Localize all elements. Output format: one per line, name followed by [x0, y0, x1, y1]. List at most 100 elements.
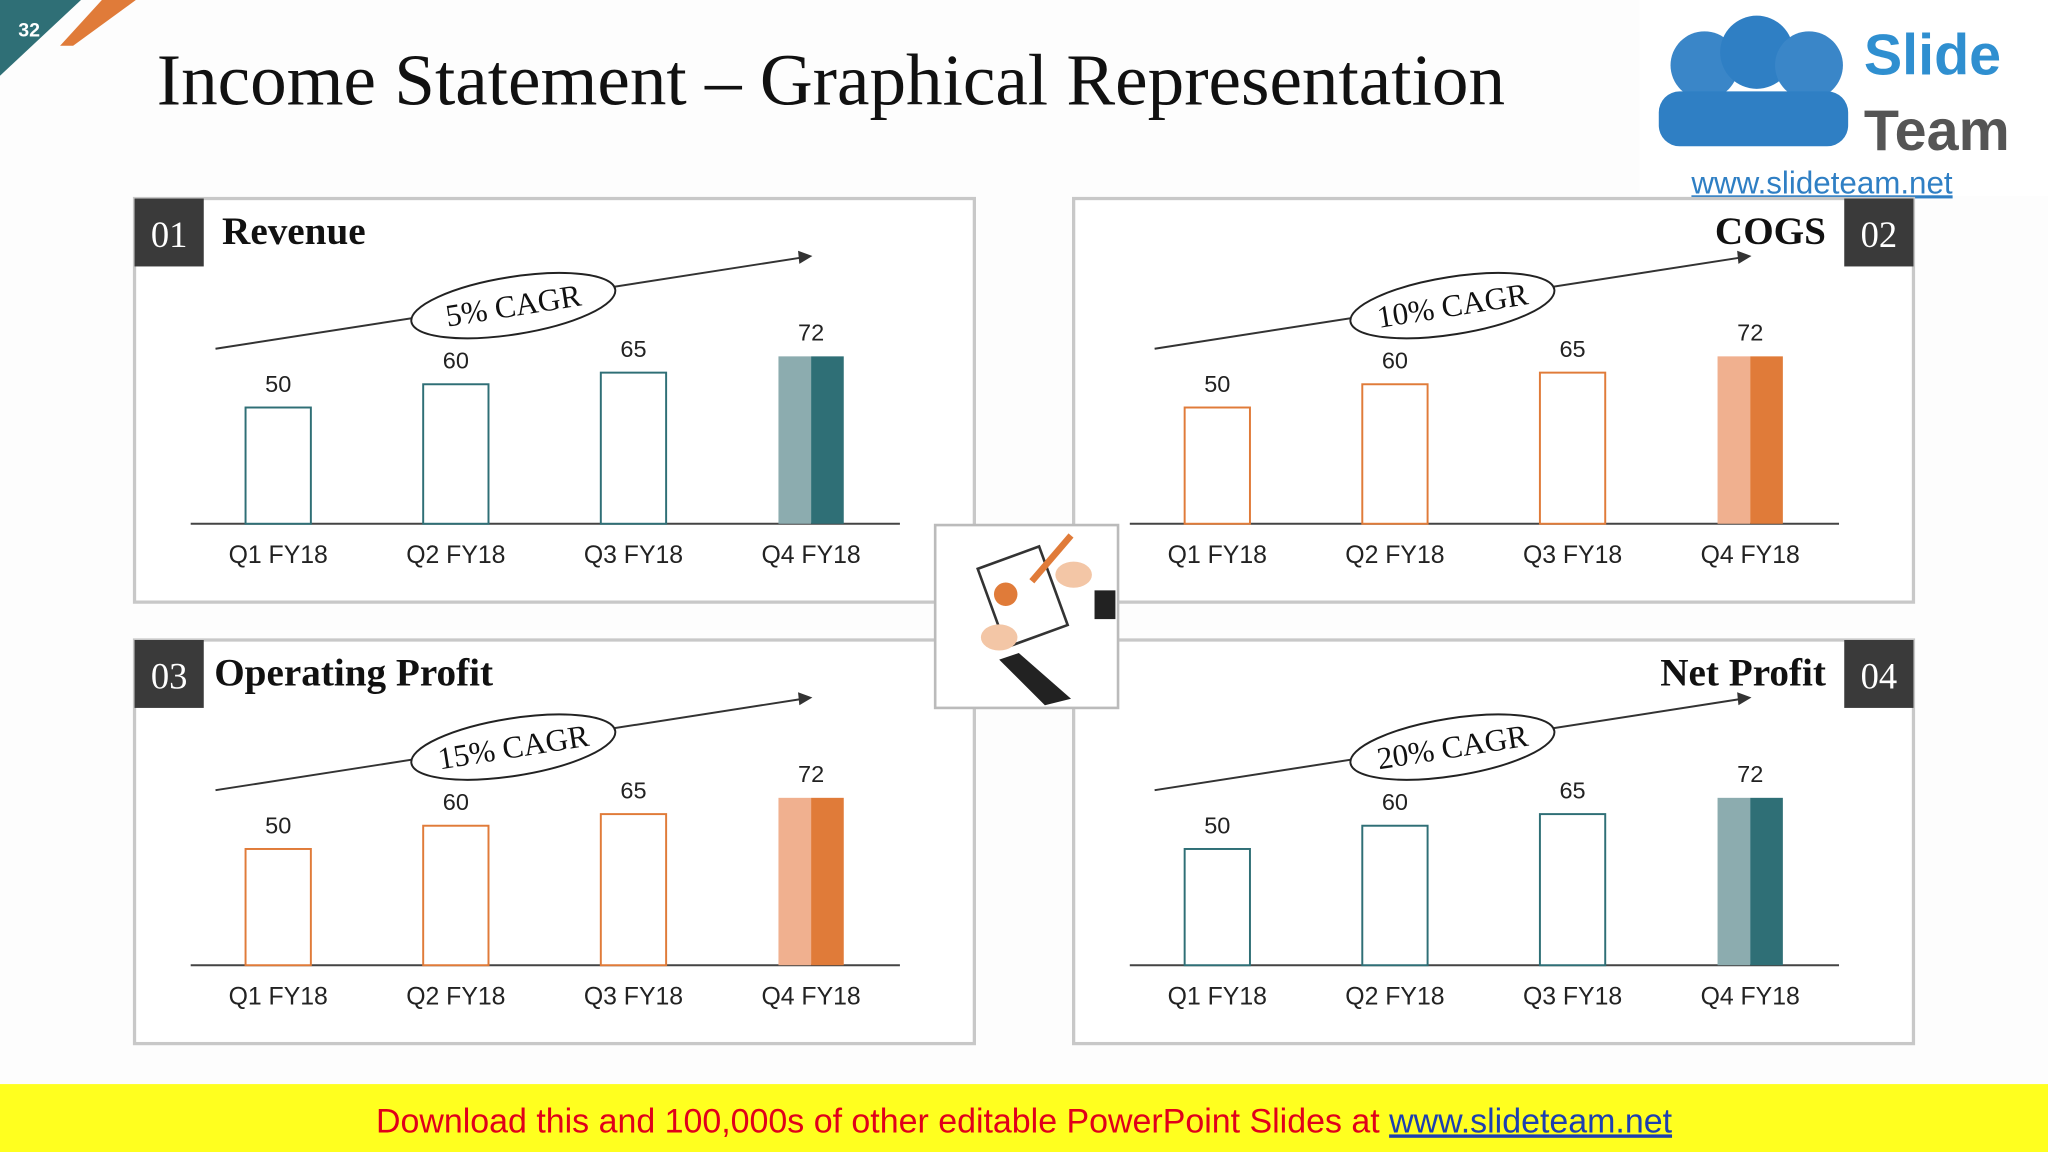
value-label: 72	[798, 320, 824, 346]
bar	[599, 371, 668, 525]
x-tick-label: Q3 FY18	[1523, 983, 1622, 1010]
banner	[0, 1084, 2048, 1152]
bar	[1538, 371, 1607, 525]
panel-number: 02	[1861, 214, 1898, 255]
panel-number: 01	[151, 214, 188, 255]
arrow-head	[1737, 250, 1752, 264]
icon-sleeve	[999, 653, 1072, 706]
icon-hand	[1055, 561, 1092, 588]
x-tick-label: Q4 FY18	[761, 542, 860, 569]
logo-word: Slide	[1864, 23, 2001, 87]
value-label: 50	[1204, 812, 1230, 838]
value-label: 65	[620, 336, 646, 362]
arrow-head	[1737, 692, 1752, 706]
value-label: 60	[1382, 348, 1408, 374]
x-tick-label: Q3 FY18	[1523, 542, 1622, 569]
panel-title: COGS	[1715, 210, 1826, 253]
bar	[1538, 813, 1607, 967]
value-label: 50	[1204, 371, 1230, 397]
bar-dark-half	[811, 797, 844, 966]
logo-url: www.slideteam.net	[1690, 165, 1952, 200]
logo: Slide Team www.slideteam.net	[1639, 0, 2048, 200]
number-badge	[1844, 640, 1914, 708]
value-label: 50	[265, 371, 291, 397]
bar	[422, 824, 490, 967]
bar-dark-half	[1750, 356, 1783, 524]
icon-notepad	[976, 544, 1070, 650]
bar	[1717, 356, 1783, 524]
x-tick-label: Q4 FY18	[1701, 542, 1800, 569]
panel-title: Revenue	[222, 210, 366, 253]
value-label: 72	[798, 761, 824, 787]
bar-light-half	[1717, 797, 1751, 966]
value-label: 60	[1382, 789, 1408, 815]
value-label: 72	[1737, 320, 1763, 346]
number-badge	[134, 198, 204, 267]
logo-word: Team	[1864, 99, 2010, 163]
bar-light-half	[1717, 356, 1751, 524]
bar	[244, 848, 312, 967]
annotation-oval	[410, 272, 617, 340]
x-tick-label: Q2 FY18	[1345, 542, 1444, 569]
x-tick-label: Q3 FY18	[584, 983, 683, 1010]
annotation-oval	[1349, 272, 1556, 340]
logo-head	[1720, 15, 1794, 89]
bar	[599, 813, 668, 967]
banner-text: Download this and 100,000s of other edit…	[376, 1102, 1673, 1140]
bar-dark-half	[1750, 797, 1783, 966]
x-tick-label: Q4 FY18	[761, 983, 860, 1010]
x-tick-label: Q2 FY18	[406, 542, 505, 569]
logo-bodies	[1658, 91, 1849, 147]
bar-light-half	[778, 797, 812, 966]
bar	[422, 383, 490, 525]
value-label: 72	[1737, 761, 1763, 787]
slide-number: 32	[18, 20, 40, 42]
arrow-head	[798, 692, 813, 706]
number-badge	[1844, 198, 1914, 267]
x-tick-label: Q1 FY18	[229, 542, 328, 569]
bar	[1361, 383, 1429, 525]
value-label: 50	[265, 812, 291, 838]
icon-pen	[1029, 533, 1074, 584]
panel-number: 03	[151, 655, 188, 696]
arrow-head	[798, 250, 813, 264]
bar	[1717, 797, 1783, 966]
x-tick-label: Q1 FY18	[229, 983, 328, 1010]
value-label: 60	[443, 348, 469, 374]
annotation-oval	[410, 713, 617, 781]
panel-number: 04	[1861, 655, 1898, 696]
value-label: 65	[1560, 777, 1586, 803]
bar	[778, 797, 844, 966]
center-icon	[933, 523, 1120, 710]
icon-sleeve	[1094, 590, 1116, 620]
value-label: 65	[620, 777, 646, 803]
icon-hand	[980, 624, 1018, 651]
x-tick-label: Q2 FY18	[406, 983, 505, 1010]
slide-title: Income Statement – Graphical Representat…	[157, 39, 1505, 120]
icon-coin	[993, 582, 1018, 607]
banner-link[interactable]: www.slideteam.net	[1388, 1102, 1673, 1140]
logo-head	[1775, 31, 1843, 100]
number-badge	[134, 640, 204, 708]
annotation-oval	[1349, 713, 1556, 781]
x-tick-label: Q1 FY18	[1168, 542, 1267, 569]
panel-title: Net Profit	[1660, 652, 1826, 695]
banner-message: Download this and 100,000s of other edit…	[376, 1102, 1389, 1140]
x-tick-label: Q1 FY18	[1168, 983, 1267, 1010]
bar-light-half	[778, 356, 812, 524]
bar	[778, 356, 844, 524]
bar	[1183, 848, 1251, 967]
bar	[244, 406, 312, 525]
value-label: 60	[443, 789, 469, 815]
bar	[1361, 824, 1429, 967]
panel-title: Operating Profit	[214, 652, 493, 695]
corner-stripe	[60, 0, 136, 46]
bar-dark-half	[811, 356, 844, 524]
x-tick-label: Q2 FY18	[1345, 983, 1444, 1010]
